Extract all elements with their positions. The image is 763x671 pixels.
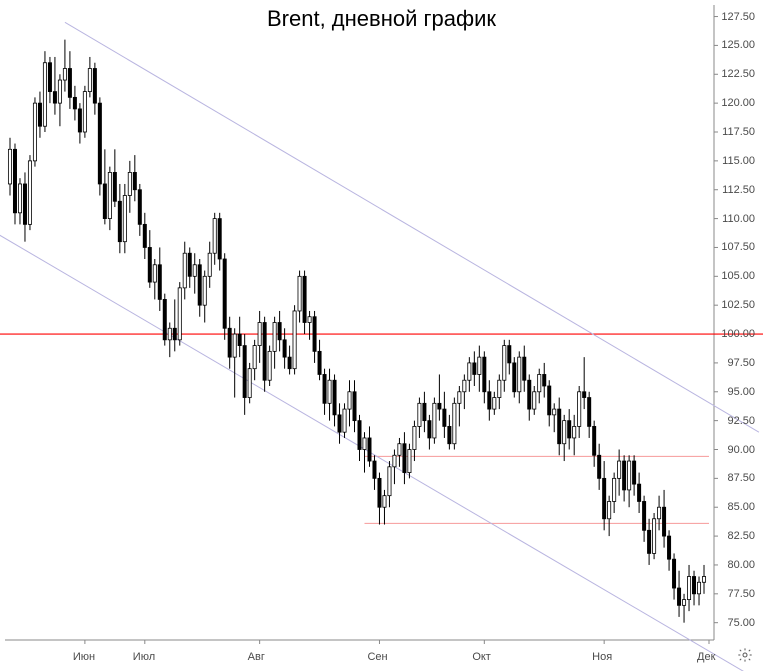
x-tick-label: Июн	[73, 651, 95, 663]
y-tick-label: 82.50	[727, 530, 755, 542]
y-tick-label: 102.50	[721, 299, 755, 311]
y-tick-label: 122.50	[721, 68, 755, 80]
chart-container: Brent, дневной график 75.0077.5080.0082.…	[0, 0, 763, 671]
y-tick-label: 95.00	[727, 386, 755, 398]
y-tick-label: 127.50	[721, 11, 755, 23]
y-tick-label: 97.50	[727, 357, 755, 369]
y-tick-label: 120.00	[721, 97, 755, 109]
y-tick-label: 87.50	[727, 472, 755, 484]
y-tick-label: 92.50	[727, 415, 755, 427]
y-tick-label: 125.00	[721, 39, 755, 51]
y-tick-label: 80.00	[727, 559, 755, 571]
x-tick-label: Июл	[133, 651, 155, 663]
x-tick-label: Сен	[367, 651, 387, 663]
y-tick-label: 100.00	[721, 328, 755, 340]
y-tick-label: 75.00	[727, 617, 755, 629]
x-tick-label: Окт	[472, 651, 491, 663]
settings-icon[interactable]	[737, 647, 753, 663]
y-tick-label: 107.50	[721, 241, 755, 253]
y-tick-label: 112.50	[722, 184, 755, 196]
y-tick-label: 90.00	[727, 444, 755, 456]
y-tick-label: 117.50	[722, 126, 755, 138]
x-tick-label: Авг	[248, 651, 265, 663]
x-tick-label: Дек	[697, 651, 715, 663]
y-tick-label: 77.50	[727, 588, 755, 600]
chart-svg	[0, 0, 763, 671]
y-tick-label: 115.00	[722, 155, 755, 167]
y-tick-label: 110.00	[722, 213, 755, 225]
y-tick-label: 105.00	[721, 270, 755, 282]
x-tick-label: Ноя	[592, 651, 612, 663]
y-tick-label: 85.00	[727, 501, 755, 513]
